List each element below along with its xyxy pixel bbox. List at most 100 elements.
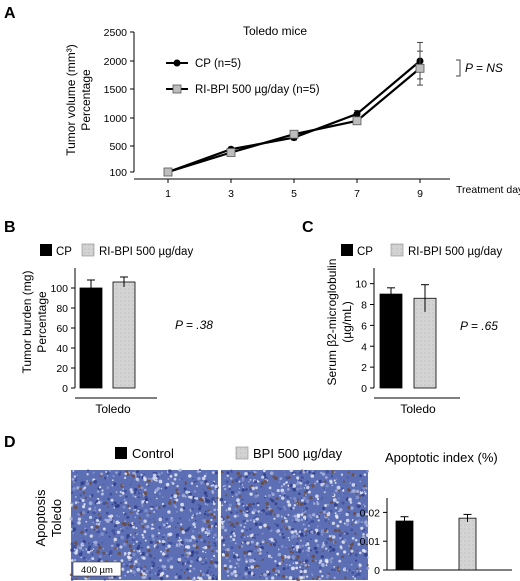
micrograph-cell bbox=[325, 527, 328, 530]
micrograph-cell bbox=[245, 566, 247, 569]
micrograph-cell bbox=[124, 575, 126, 577]
micrograph-cell bbox=[245, 558, 248, 561]
micrograph-cell bbox=[279, 533, 282, 536]
micrograph-cell bbox=[217, 572, 219, 574]
micrograph-cell bbox=[98, 535, 100, 537]
micrograph-cell bbox=[288, 539, 291, 541]
micrograph-cell bbox=[225, 553, 229, 557]
micrograph-cell bbox=[325, 469, 330, 474]
micrograph-cell bbox=[263, 523, 267, 528]
micrograph-cell bbox=[127, 523, 130, 527]
micrograph-cell bbox=[194, 525, 197, 529]
micrograph-cell bbox=[299, 532, 304, 537]
micrograph-cell bbox=[161, 516, 163, 519]
micrograph-cell bbox=[255, 492, 258, 495]
micrograph-cell bbox=[360, 520, 364, 524]
micrograph-cell bbox=[248, 571, 251, 574]
micrograph-cell bbox=[282, 491, 286, 495]
micrograph-cell bbox=[261, 509, 266, 513]
micrograph-cell bbox=[285, 527, 289, 531]
micrograph-cell bbox=[283, 505, 286, 509]
micrograph-cell bbox=[153, 557, 156, 560]
a-y-tick-label: 2000 bbox=[104, 56, 128, 68]
micrograph-cell bbox=[287, 536, 290, 539]
micrograph-cell bbox=[97, 501, 101, 504]
micrograph-cell bbox=[287, 514, 290, 516]
micrograph-cell bbox=[140, 494, 144, 498]
micrograph-cell bbox=[178, 542, 182, 545]
micrograph-cell bbox=[119, 491, 122, 493]
micrograph-cell bbox=[213, 508, 217, 512]
micrograph-cell bbox=[176, 522, 179, 525]
micrograph-cell bbox=[278, 562, 282, 566]
micrograph-cell bbox=[233, 534, 236, 537]
micrograph-cell bbox=[301, 549, 305, 553]
micrograph-cell bbox=[206, 534, 209, 536]
micrograph-cell bbox=[104, 476, 107, 480]
micrograph-cell bbox=[211, 577, 215, 581]
micrograph-cell bbox=[201, 550, 205, 553]
micrograph-cell bbox=[255, 522, 257, 524]
micrograph-cell bbox=[326, 574, 330, 578]
micrograph-cell bbox=[249, 506, 252, 509]
micrograph-cell bbox=[333, 569, 336, 572]
micrograph-cell bbox=[111, 484, 114, 487]
micrograph-cell bbox=[184, 481, 187, 484]
micrograph-cell bbox=[208, 566, 211, 569]
micrograph-cell bbox=[350, 543, 353, 547]
micrograph-cell bbox=[269, 529, 273, 533]
micrograph-cell bbox=[316, 502, 320, 506]
micrograph-cell bbox=[351, 571, 355, 575]
micrograph-cell bbox=[71, 502, 75, 505]
micrograph-cell bbox=[100, 532, 104, 537]
micrograph-cell bbox=[274, 560, 277, 563]
micrograph-cell bbox=[336, 566, 340, 570]
micrograph-cell bbox=[316, 531, 321, 536]
micrograph-cell bbox=[156, 535, 158, 538]
micrograph-cell bbox=[81, 549, 84, 552]
micrograph-cell bbox=[321, 562, 325, 566]
micrograph-cell bbox=[235, 521, 239, 525]
micrograph-cell bbox=[269, 498, 273, 501]
micrograph-cell bbox=[161, 542, 166, 546]
micrograph-cell bbox=[365, 512, 369, 516]
micrograph-cell bbox=[322, 506, 326, 510]
micrograph-cell bbox=[293, 497, 297, 501]
micrograph-cell bbox=[364, 492, 367, 495]
micrograph-cell bbox=[254, 522, 259, 526]
micrograph-cell bbox=[185, 490, 189, 494]
micrograph-cell bbox=[199, 573, 203, 576]
micrograph-cell bbox=[211, 491, 215, 495]
micrograph-cell bbox=[213, 536, 215, 539]
micrograph-cell bbox=[321, 533, 324, 536]
micrograph-cell bbox=[342, 492, 345, 495]
micrograph-cell bbox=[145, 573, 148, 576]
micrograph-cell bbox=[297, 503, 300, 506]
micrograph-cell bbox=[109, 550, 113, 554]
micrograph-cell bbox=[356, 550, 358, 552]
panel-c-legend-bpi: RI-BPI 500 µg/day bbox=[408, 246, 502, 258]
micrograph-cell bbox=[201, 527, 205, 532]
micrograph-cell bbox=[278, 507, 282, 511]
micrograph-cell bbox=[135, 470, 139, 474]
micrograph-cell bbox=[276, 489, 280, 493]
micrograph-cell bbox=[359, 495, 361, 498]
micrograph-cell bbox=[284, 473, 286, 476]
micrograph-cell bbox=[360, 523, 363, 525]
micrograph-cell bbox=[333, 528, 338, 533]
micrograph-cell bbox=[273, 517, 276, 520]
micrograph-cell bbox=[237, 556, 240, 559]
micrograph-cell bbox=[178, 478, 181, 481]
micrograph-cell bbox=[75, 549, 79, 552]
micrograph-cell bbox=[225, 535, 228, 537]
micrograph-cell bbox=[192, 567, 196, 571]
micrograph-cell bbox=[242, 477, 244, 480]
micrograph-cell bbox=[302, 515, 307, 520]
micrograph-cell bbox=[193, 490, 197, 493]
micrograph-cell bbox=[127, 551, 131, 556]
micrograph-cell bbox=[315, 550, 319, 554]
micrograph-cell bbox=[349, 501, 353, 504]
micrograph-cell bbox=[160, 550, 163, 553]
micrograph-cell bbox=[255, 471, 257, 473]
micrograph-cell bbox=[356, 504, 359, 507]
